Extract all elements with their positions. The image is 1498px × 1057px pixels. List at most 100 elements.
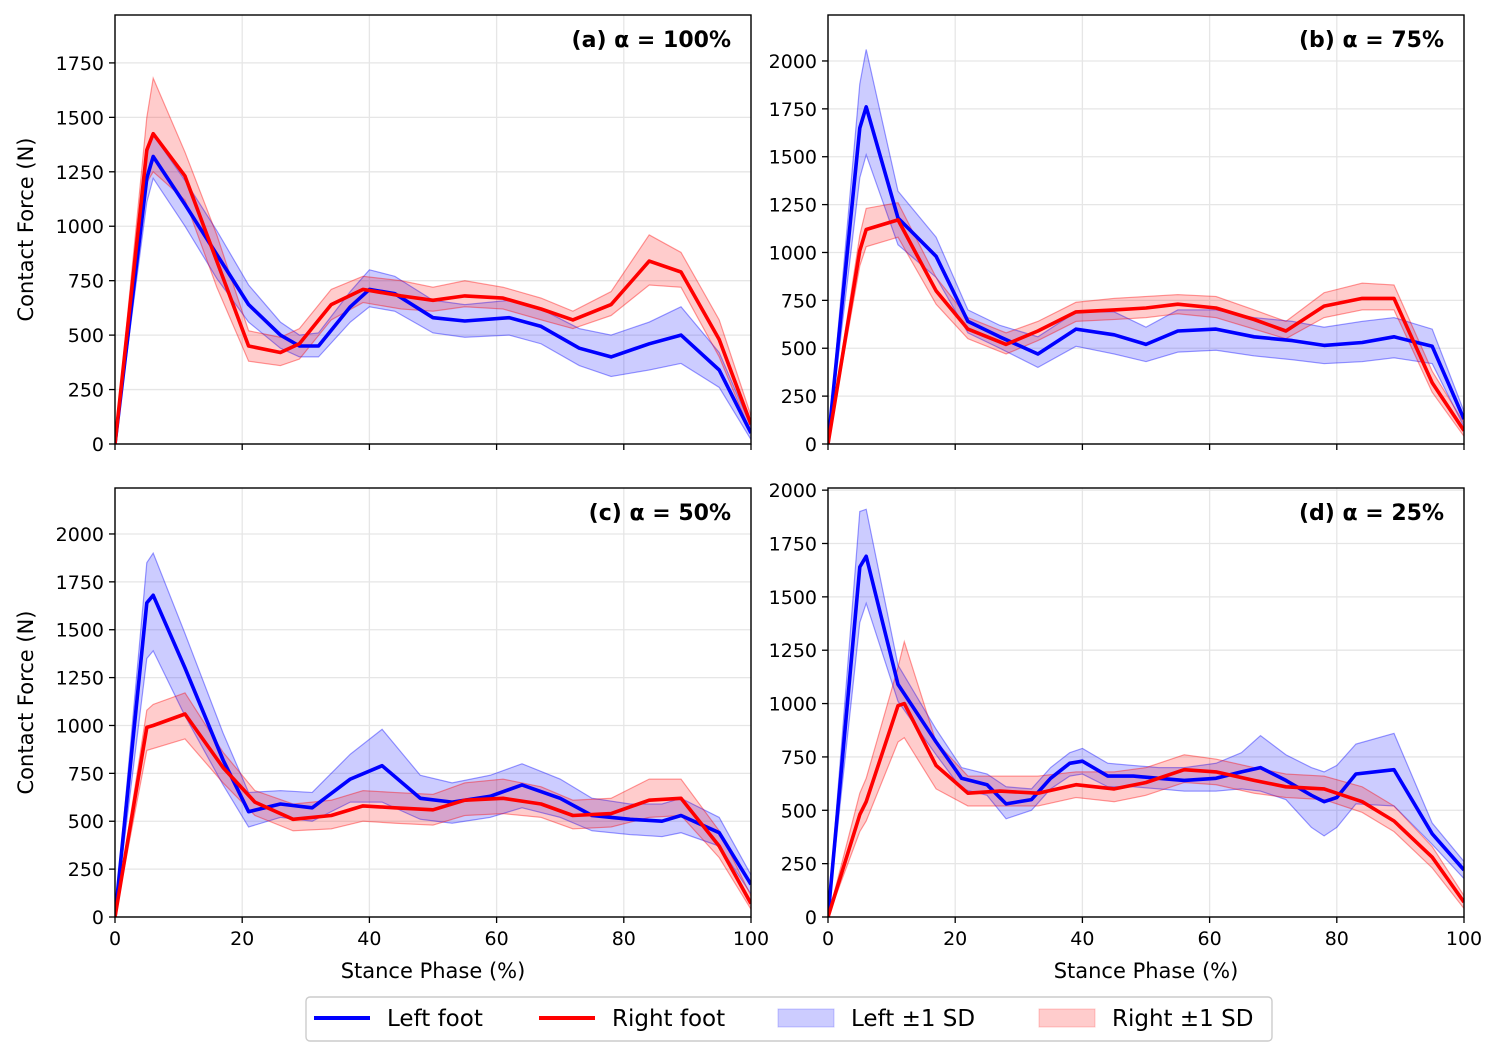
y-tick-label: 1500 [769, 147, 817, 169]
left-sd-upper-edge [115, 551, 751, 917]
plot-area [115, 75, 751, 444]
x-tick-label: 40 [1070, 928, 1094, 950]
y-tick-label: 750 [68, 271, 104, 293]
right-foot-mean-line [115, 131, 751, 444]
x-tick-label: 100 [1446, 928, 1482, 950]
x-tick-label: 0 [109, 928, 121, 950]
panel-b: 0 250 500 750 1000 1250 1500 1750 2000 (b) α = 75… [769, 14, 1465, 456]
legend-item-2: Right foot [539, 1006, 725, 1032]
y-tick-label: 500 [781, 338, 817, 360]
y-tick-label: 0 [92, 434, 104, 456]
panel-title: (a) α = 100% [572, 28, 731, 53]
legend-swatch-band [777, 1008, 835, 1028]
left-foot-mean-line [828, 105, 1464, 444]
right-sd-band [115, 692, 751, 917]
x-tick-label: 60 [485, 928, 509, 950]
left-sd-upper-edge [115, 133, 751, 444]
y-tick-label: 750 [781, 747, 817, 769]
y-axis-label: Contact Force (N) [14, 138, 38, 322]
y-tick-label: 0 [92, 907, 104, 929]
y-tick-label: 250 [68, 859, 104, 881]
legend-item-4: Right ±1 SD [1038, 1006, 1253, 1032]
y-tick-label: 1000 [769, 242, 817, 264]
y-tick-label: 250 [781, 386, 817, 408]
right-sd-lower-edge [115, 170, 751, 444]
y-tick-label: 2000 [56, 524, 104, 546]
legend-item-3: Left ±1 SD [777, 1006, 975, 1032]
y-tick-label: 1750 [56, 53, 104, 75]
y-axis-label: Contact Force (N) [14, 611, 38, 795]
legend-swatch-band [1038, 1008, 1096, 1028]
legend-label: Right foot [612, 1006, 725, 1032]
axes-frame [827, 487, 1465, 918]
legend-item-1: Left foot [314, 1006, 483, 1032]
left-sd-band [115, 133, 751, 444]
x-tick-label: 20 [943, 928, 967, 950]
right-sd-band [828, 639, 1464, 917]
right-foot-mean-line [828, 218, 1464, 444]
panel-title: (b) α = 75% [1299, 28, 1444, 53]
axes-frame [114, 487, 752, 918]
axes-frame [114, 14, 752, 445]
axes-frame [827, 14, 1465, 445]
left-sd-band [828, 49, 1464, 444]
y-tick-label: 2000 [769, 480, 817, 502]
panel-d: 0 20 40 60 80 1000250500750100012501500175020… [769, 480, 1482, 983]
left-sd-upper-edge [828, 508, 1464, 917]
x-tick-label: 80 [612, 928, 636, 950]
legend-label: Left foot [387, 1006, 483, 1032]
x-tick-label: 40 [357, 928, 381, 950]
right-sd-lower-edge [828, 236, 1464, 444]
y-tick-label: 2000 [769, 51, 817, 73]
y-tick-label: 250 [68, 380, 104, 402]
panel-a: 0 250 500 750 1000 1250 1500 1750 (a) α = 100% Co… [14, 14, 752, 456]
y-tick-label: 500 [781, 800, 817, 822]
right-sd-upper-edge [115, 75, 751, 444]
x-tick-label: 100 [733, 928, 769, 950]
y-tick-label: 1750 [769, 533, 817, 555]
y-tick-label: 500 [68, 811, 104, 833]
x-axis-label: Stance Phase (%) [1054, 959, 1239, 983]
x-tick-label: 0 [822, 928, 834, 950]
y-tick-label: 1000 [56, 715, 104, 737]
x-tick-label: 60 [1198, 928, 1222, 950]
legend-label: Right ±1 SD [1112, 1006, 1253, 1032]
left-sd-lower-edge [115, 649, 751, 917]
y-tick-label: 750 [781, 290, 817, 312]
y-tick-label: 1500 [56, 107, 104, 129]
legend-box [305, 996, 1273, 1042]
panel-c: 0 20 40 60 80 1000250500750100012501500175020… [14, 487, 769, 983]
y-tick-label: 500 [68, 325, 104, 347]
left-sd-lower-edge [115, 176, 751, 444]
left-foot-mean-line [115, 593, 751, 917]
y-tick-label: 1500 [769, 587, 817, 609]
right-foot-mean-line [115, 712, 751, 917]
panel-title: (d) α = 25% [1299, 501, 1444, 526]
left-foot-mean-line [828, 554, 1464, 917]
right-foot-mean-line [828, 701, 1464, 917]
plot-area [828, 508, 1464, 917]
left-sd-band [115, 552, 751, 917]
y-tick-label: 1500 [56, 620, 104, 642]
legend: Left foot Right foot Left ±1 SD Right ±1 SD [305, 996, 1273, 1042]
right-sd-lower-edge [828, 736, 1464, 917]
y-tick-label: 1000 [56, 216, 104, 238]
y-tick-label: 1750 [769, 99, 817, 121]
legend-label: Left ±1 SD [851, 1006, 975, 1032]
right-sd-upper-edge [828, 201, 1464, 444]
y-tick-label: 1250 [56, 668, 104, 690]
y-tick-label: 0 [805, 434, 817, 456]
y-tick-label: 0 [805, 907, 817, 929]
x-axis-label: Stance Phase (%) [341, 959, 526, 983]
y-tick-label: 1250 [56, 162, 104, 184]
panel-title: (c) α = 50% [589, 501, 731, 526]
left-sd-upper-edge [828, 49, 1464, 444]
plot-area [115, 551, 751, 917]
y-tick-label: 1250 [769, 195, 817, 217]
x-tick-label: 80 [1325, 928, 1349, 950]
y-tick-label: 750 [68, 763, 104, 785]
plot-area [828, 49, 1464, 444]
y-tick-label: 1250 [769, 640, 817, 662]
x-tick-label: 20 [230, 928, 254, 950]
